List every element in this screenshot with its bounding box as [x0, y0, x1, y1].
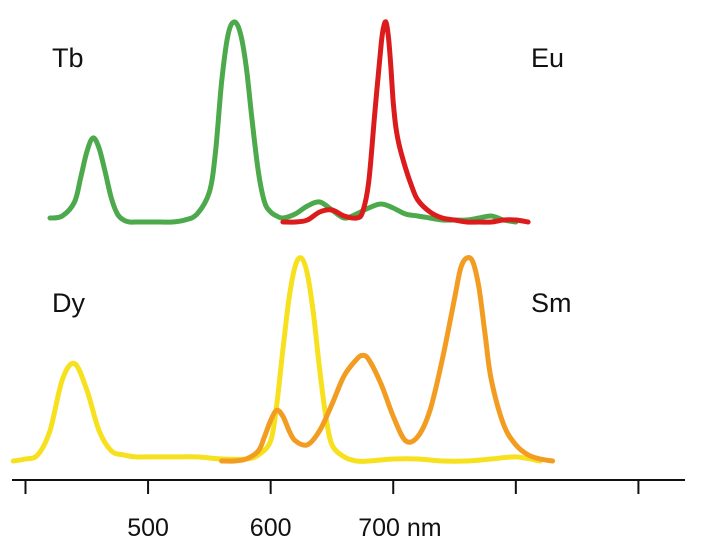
series-label-tb: Tb — [52, 43, 84, 73]
x-axis: 500 600 700 nm — [12, 479, 685, 542]
curves-layer — [10, 19, 556, 464]
spectrum-line-tb — [47, 19, 519, 225]
x-tick-label-500: 500 — [127, 514, 169, 538]
spectrum-line-dy — [10, 255, 543, 464]
series-labels-layer: Tb Eu Dy Sm — [52, 43, 572, 318]
x-tick-label-600: 600 — [250, 514, 292, 538]
series-label-dy: Dy — [52, 288, 85, 318]
x-tick-label-700: 700 nm — [358, 514, 441, 538]
series-label-sm: Sm — [531, 288, 572, 318]
series-label-eu: Eu — [531, 43, 564, 73]
spectrum-line-eu — [280, 19, 531, 225]
spectrum-line-sm — [219, 255, 556, 464]
